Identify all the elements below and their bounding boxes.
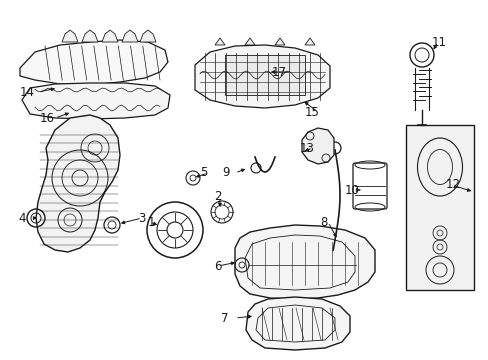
Polygon shape xyxy=(62,30,78,42)
Polygon shape xyxy=(235,225,374,299)
Text: 14: 14 xyxy=(20,85,35,99)
Text: 8: 8 xyxy=(319,216,326,229)
Polygon shape xyxy=(224,55,305,95)
Polygon shape xyxy=(215,38,224,45)
Text: 13: 13 xyxy=(299,141,314,154)
Polygon shape xyxy=(22,83,170,119)
Text: 16: 16 xyxy=(40,112,55,125)
Text: 2: 2 xyxy=(214,190,221,203)
Text: 15: 15 xyxy=(305,105,319,118)
Text: 9: 9 xyxy=(222,166,229,180)
Polygon shape xyxy=(245,297,349,350)
Polygon shape xyxy=(195,45,329,108)
Polygon shape xyxy=(140,30,156,42)
Text: 6: 6 xyxy=(214,260,222,273)
Polygon shape xyxy=(36,115,120,252)
Polygon shape xyxy=(102,30,118,42)
Polygon shape xyxy=(244,38,254,45)
Text: 4: 4 xyxy=(18,211,25,225)
Text: 3: 3 xyxy=(138,211,145,225)
Polygon shape xyxy=(274,38,285,45)
Text: 12: 12 xyxy=(445,179,460,192)
Polygon shape xyxy=(305,38,314,45)
Text: 11: 11 xyxy=(431,36,446,49)
Polygon shape xyxy=(302,128,333,164)
Polygon shape xyxy=(20,40,168,85)
Text: 5: 5 xyxy=(200,166,207,180)
Polygon shape xyxy=(122,30,138,42)
Text: 17: 17 xyxy=(271,66,286,78)
Polygon shape xyxy=(82,30,98,42)
Text: 7: 7 xyxy=(220,311,227,324)
Bar xyxy=(405,125,473,290)
Text: 1: 1 xyxy=(147,216,155,229)
Text: 10: 10 xyxy=(345,184,359,197)
